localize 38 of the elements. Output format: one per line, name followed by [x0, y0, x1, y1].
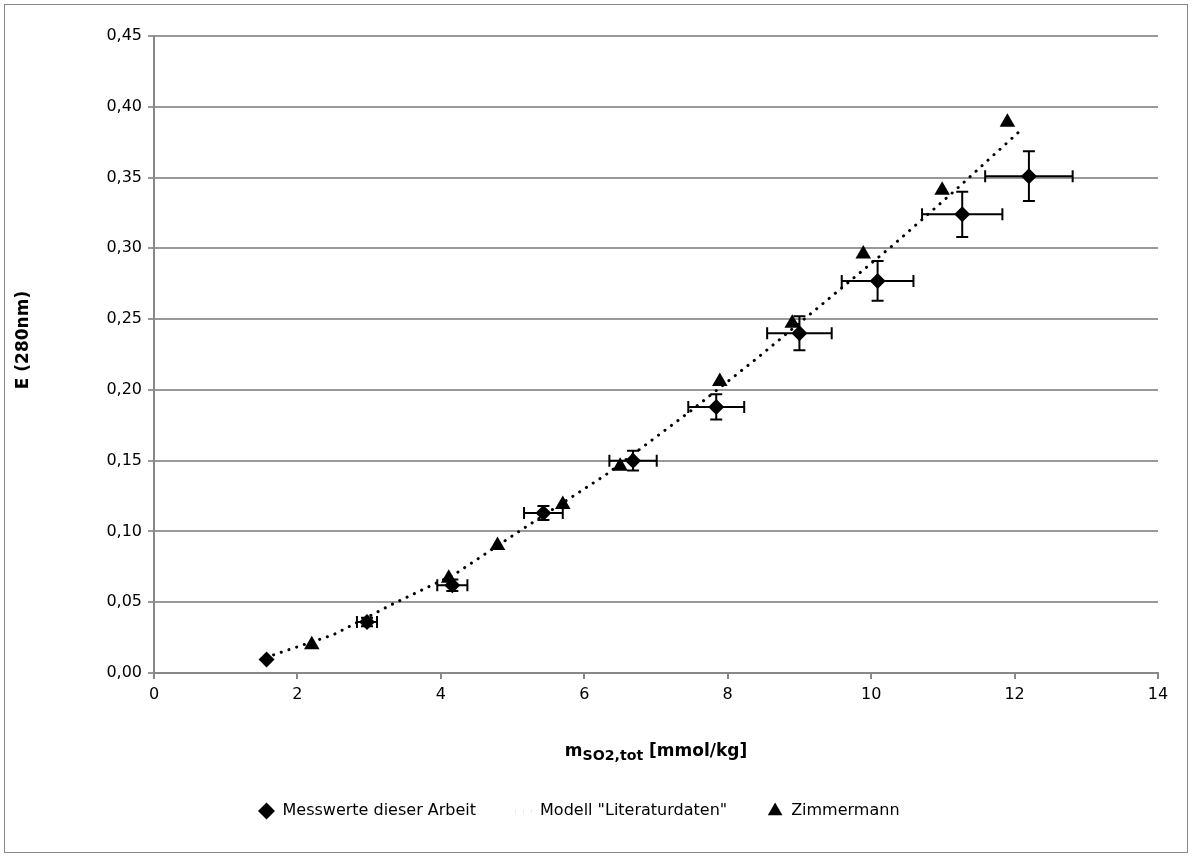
y-tick-label: 0,20 — [106, 379, 142, 399]
point — [258, 651, 275, 668]
legend-label: Messwerte dieser Arbeit — [282, 800, 477, 820]
x-tick-label: 2 — [292, 683, 303, 703]
y-tick-label: 0,15 — [106, 449, 142, 469]
x-tick-label: 14 — [1147, 683, 1169, 703]
point — [708, 398, 725, 415]
point — [999, 113, 1016, 127]
point — [855, 245, 872, 259]
y-tick-label: 0,05 — [106, 591, 142, 611]
point — [934, 181, 950, 195]
y-tick-label: 0,25 — [106, 308, 142, 328]
y-tick-label: 0,45 — [106, 25, 142, 45]
y-tick-label: 0,30 — [106, 237, 142, 257]
point — [954, 206, 971, 223]
y-axis-title: E (280nm) — [12, 289, 32, 392]
legend-label: Zimmermann — [791, 800, 900, 820]
point — [554, 495, 571, 510]
x-tick-label: 6 — [579, 683, 590, 703]
point — [784, 314, 801, 328]
x-tick-label: 4 — [435, 683, 446, 703]
x-tick-label: 8 — [722, 683, 733, 703]
y-tick-label: 0,40 — [106, 95, 142, 115]
point — [869, 272, 886, 289]
point — [1020, 168, 1037, 185]
x-axis-title: m$_{SO2,tot}$ [mmol/kg] — [563, 740, 749, 764]
point — [791, 325, 808, 342]
x-tick-label: 10 — [860, 683, 882, 703]
y-tick-label: 0,00 — [106, 662, 142, 682]
point — [612, 457, 628, 471]
point — [489, 536, 506, 551]
x-tick-label: 0 — [148, 683, 160, 703]
y-tick-label: 0,10 — [106, 520, 142, 540]
legend-label: Modell "Literaturdaten" — [540, 800, 728, 820]
point — [303, 635, 320, 650]
x-tick-label: 12 — [1004, 683, 1025, 703]
y-tick-label: 0,35 — [106, 166, 142, 186]
point — [712, 372, 728, 386]
